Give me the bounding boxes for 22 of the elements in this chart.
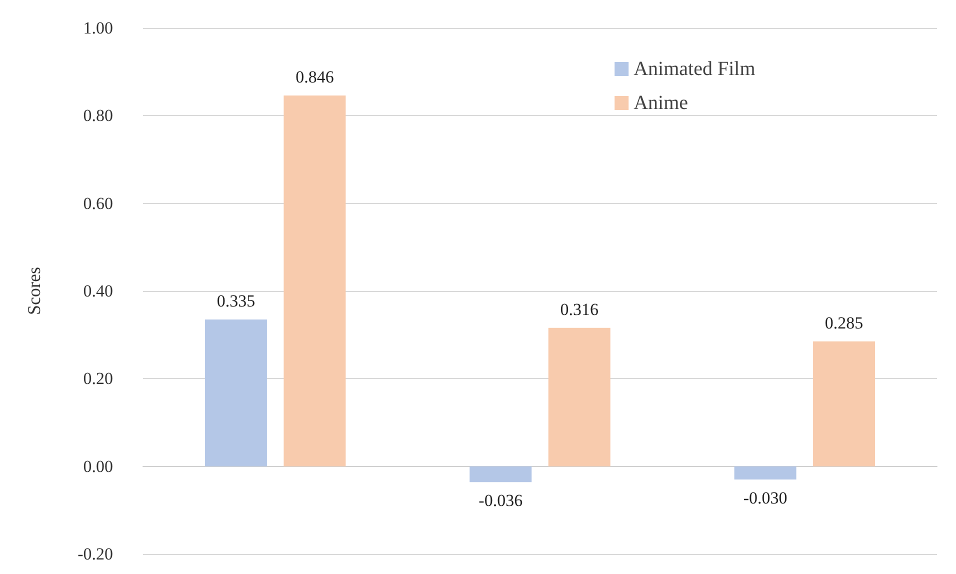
bar	[734, 466, 796, 480]
data-label: -0.030	[743, 488, 788, 508]
bar	[204, 319, 267, 466]
data-label: -0.036	[478, 491, 523, 510]
y-tick-label: 0.60	[83, 194, 113, 213]
y-tick-label: 0.00	[83, 456, 113, 476]
y-tick-label: -0.20	[78, 544, 113, 564]
y-tick-label: 0.20	[83, 369, 113, 388]
bar	[284, 96, 346, 466]
bar	[813, 341, 876, 466]
y-tick-label: 0.40	[83, 282, 113, 300]
data-label: 0.335	[216, 291, 256, 310]
data-label: 0.846	[296, 68, 334, 87]
data-label: 0.316	[560, 300, 598, 319]
bar	[548, 328, 610, 466]
y-tick-label: 0.80	[83, 106, 113, 126]
legend-label: Anime	[634, 92, 688, 114]
y-tick-label: 1.00	[83, 18, 113, 38]
y-axis-title: Scores	[24, 267, 44, 315]
bar	[470, 466, 532, 482]
legend-label: Animated Film	[634, 58, 756, 80]
data-label: 0.285	[824, 313, 864, 332]
